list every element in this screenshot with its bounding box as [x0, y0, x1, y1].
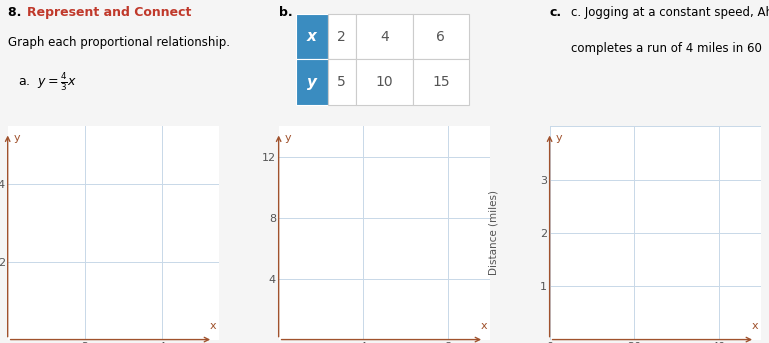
- Text: completes a run of 4 miles in 60: completes a run of 4 miles in 60: [571, 42, 761, 55]
- Text: y: y: [556, 133, 563, 143]
- Text: y: y: [14, 133, 21, 143]
- Text: c. Jogging at a constant speed, Ah: c. Jogging at a constant speed, Ah: [571, 5, 769, 19]
- Text: b.: b.: [278, 5, 292, 19]
- Text: Graph each proportional relationship.: Graph each proportional relationship.: [8, 36, 230, 49]
- Text: Represent and Connect: Represent and Connect: [27, 5, 191, 19]
- Text: x: x: [481, 321, 488, 331]
- Text: y: y: [285, 133, 291, 143]
- Text: x: x: [751, 321, 758, 331]
- Text: a.  $y = \frac{4}{3}x$: a. $y = \frac{4}{3}x$: [18, 72, 77, 94]
- Text: x: x: [210, 321, 216, 331]
- Text: c.: c.: [550, 5, 561, 19]
- Y-axis label: Distance (miles): Distance (miles): [488, 190, 498, 275]
- Text: 8.: 8.: [8, 5, 25, 19]
